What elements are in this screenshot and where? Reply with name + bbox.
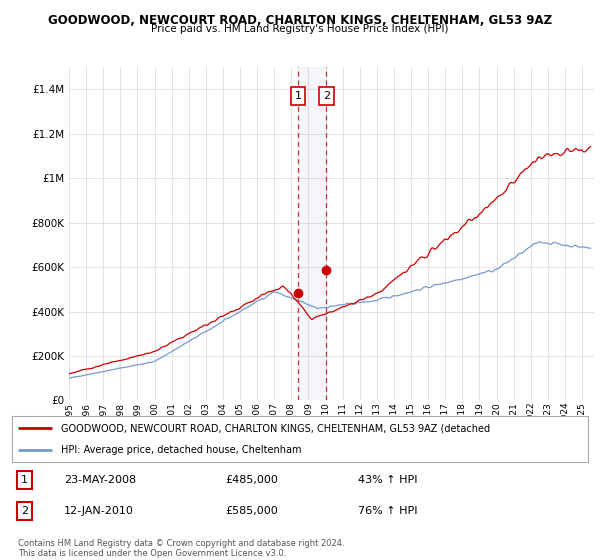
Text: HPI: Average price, detached house, Cheltenham: HPI: Average price, detached house, Chel… [61,445,301,455]
Text: 1: 1 [295,91,301,101]
Text: GOODWOOD, NEWCOURT ROAD, CHARLTON KINGS, CHELTENHAM, GL53 9AZ: GOODWOOD, NEWCOURT ROAD, CHARLTON KINGS,… [48,14,552,27]
Text: This data is licensed under the Open Government Licence v3.0.: This data is licensed under the Open Gov… [18,549,286,558]
Text: £585,000: £585,000 [225,506,278,516]
Text: 12-JAN-2010: 12-JAN-2010 [64,506,134,516]
Text: Price paid vs. HM Land Registry's House Price Index (HPI): Price paid vs. HM Land Registry's House … [151,24,449,34]
Text: 2: 2 [21,506,28,516]
Text: 23-MAY-2008: 23-MAY-2008 [64,475,136,485]
Text: 1: 1 [21,475,28,485]
Text: 43% ↑ HPI: 43% ↑ HPI [358,475,417,485]
Text: £485,000: £485,000 [225,475,278,485]
Text: Contains HM Land Registry data © Crown copyright and database right 2024.: Contains HM Land Registry data © Crown c… [18,539,344,548]
Text: 76% ↑ HPI: 76% ↑ HPI [358,506,417,516]
Bar [298,67,326,400]
Text: 2: 2 [323,91,330,101]
Text: GOODWOOD, NEWCOURT ROAD, CHARLTON KINGS, CHELTENHAM, GL53 9AZ (detached: GOODWOOD, NEWCOURT ROAD, CHARLTON KINGS,… [61,423,490,433]
